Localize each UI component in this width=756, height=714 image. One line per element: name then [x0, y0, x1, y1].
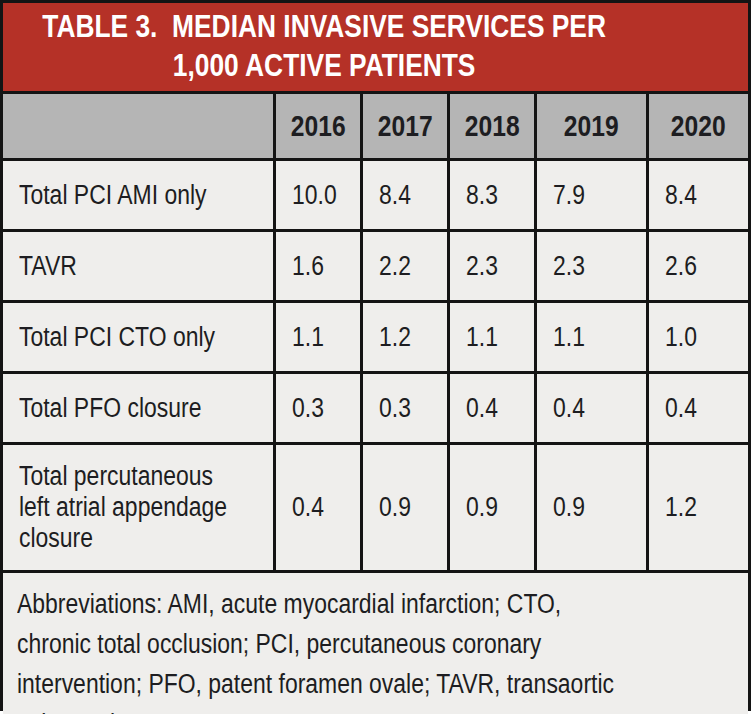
- column-header-2016: 2016: [276, 94, 360, 158]
- cell-value: 2.2: [379, 251, 437, 282]
- cell-value: 0.4: [466, 393, 524, 424]
- column-header-2017: 2017: [363, 94, 447, 158]
- cell-value: 1.6: [292, 251, 350, 282]
- row-label-text: Total PCI CTO only: [19, 322, 228, 353]
- table-title: TABLE 3. MEDIAN INVASIVE SERVICES PER 1,…: [33, 8, 615, 86]
- table-cell: 0.9: [537, 445, 646, 570]
- table-cell: 2.6: [649, 232, 748, 300]
- cell-value: 0.9: [466, 492, 524, 523]
- column-header-label: 2016: [291, 110, 346, 143]
- table-cell: 8.4: [649, 161, 748, 229]
- row-label-text: Total percutaneous left atrial appendage…: [19, 461, 228, 554]
- table-cell: 1.1: [450, 303, 534, 371]
- table-cell: 8.3: [450, 161, 534, 229]
- header-corner-cell: [3, 94, 273, 158]
- table-cell: 2.3: [537, 232, 646, 300]
- table-cell: 8.4: [363, 161, 447, 229]
- cell-value: 1.1: [553, 322, 632, 353]
- cell-value: 0.4: [665, 393, 736, 424]
- row-label-text: TAVR: [19, 251, 228, 282]
- cell-value: 10.0: [292, 180, 350, 211]
- cell-value: 7.9: [553, 180, 632, 211]
- row-label-text: Total PFO closure: [19, 393, 228, 424]
- cell-value: 1.1: [292, 322, 350, 353]
- table-cell: 1.1: [276, 303, 360, 371]
- column-header-2019: 2019: [537, 94, 646, 158]
- table-cell: 0.9: [363, 445, 447, 570]
- table-cell: 1.2: [649, 445, 748, 570]
- row-label-laa-closure: Total percutaneous left atrial appendage…: [3, 445, 273, 570]
- column-header-label: 2018: [465, 110, 520, 143]
- column-header-label: 2019: [564, 110, 619, 143]
- column-header-label: 2020: [671, 110, 726, 143]
- cell-value: 0.3: [292, 393, 350, 424]
- cell-value: 1.1: [466, 322, 524, 353]
- row-label-total-pci-cto: Total PCI CTO only: [3, 303, 273, 371]
- table-cell: 1.1: [537, 303, 646, 371]
- cell-value: 2.3: [466, 251, 524, 282]
- abbreviations-footnote: Abbreviations: AMI, acute myocardial inf…: [3, 573, 748, 714]
- table-cell: 10.0: [276, 161, 360, 229]
- table-cell: 7.9: [537, 161, 646, 229]
- row-label-total-pci-ami: Total PCI AMI only: [3, 161, 273, 229]
- cell-value: 0.4: [292, 492, 350, 523]
- row-label-text: Total PCI AMI only: [19, 180, 228, 211]
- cell-value: 1.2: [665, 492, 736, 523]
- cell-value: 8.3: [466, 180, 524, 211]
- page: TABLE 3. MEDIAN INVASIVE SERVICES PER 1,…: [0, 0, 756, 714]
- cell-value: 0.3: [379, 393, 437, 424]
- column-header-2020: 2020: [649, 94, 748, 158]
- table-cell: 2.2: [363, 232, 447, 300]
- cell-value: 2.3: [553, 251, 632, 282]
- row-label-tavr: TAVR: [3, 232, 273, 300]
- table-cell: 1.0: [649, 303, 748, 371]
- cell-value: 8.4: [379, 180, 437, 211]
- cell-value: 0.9: [553, 492, 632, 523]
- column-header-label: 2017: [378, 110, 433, 143]
- table-cell: 0.3: [363, 374, 447, 442]
- column-header-2018: 2018: [450, 94, 534, 158]
- row-label-total-pfo-closure: Total PFO closure: [3, 374, 273, 442]
- median-invasive-services-table: TABLE 3. MEDIAN INVASIVE SERVICES PER 1,…: [0, 0, 751, 711]
- footnote-text: Abbreviations: AMI, acute myocardial inf…: [17, 585, 626, 714]
- table-cell: 0.4: [537, 374, 646, 442]
- table-cell: 0.3: [276, 374, 360, 442]
- table-title-bar: TABLE 3. MEDIAN INVASIVE SERVICES PER 1,…: [3, 3, 748, 91]
- table-cell: 0.4: [450, 374, 534, 442]
- cell-value: 2.6: [665, 251, 736, 282]
- cell-value: 0.9: [379, 492, 437, 523]
- table-cell: 1.2: [363, 303, 447, 371]
- table-cell: 0.9: [450, 445, 534, 570]
- cell-value: 1.0: [665, 322, 736, 353]
- table-cell: 0.4: [276, 445, 360, 570]
- table-cell: 2.3: [450, 232, 534, 300]
- cell-value: 1.2: [379, 322, 437, 353]
- cell-value: 0.4: [553, 393, 632, 424]
- table-cell: 1.6: [276, 232, 360, 300]
- cell-value: 8.4: [665, 180, 736, 211]
- table-cell: 0.4: [649, 374, 748, 442]
